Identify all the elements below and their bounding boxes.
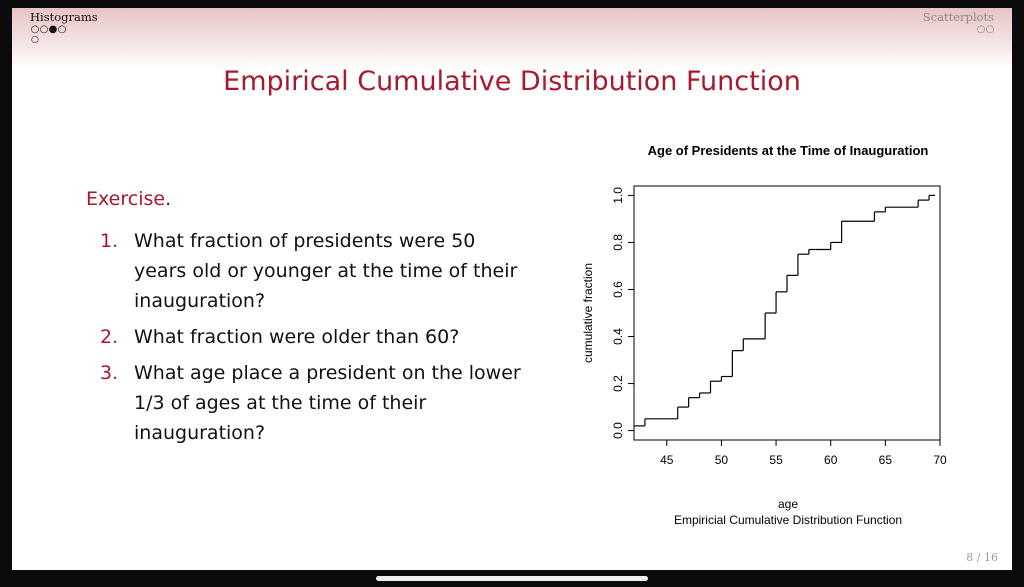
x-axis-label: age (778, 497, 798, 511)
x-axis: 45 50 55 60 65 70 (660, 440, 947, 467)
nav-section-label: Scatterplots (922, 10, 994, 24)
slide: Histograms ○○●○ ○ Scatterplots ○○ Empiri… (12, 8, 1012, 570)
nav-dot[interactable]: ○ (985, 24, 995, 35)
exercise-item-number: 1. (100, 230, 119, 252)
exercise-item-text: What fraction of presidents were 50 year… (134, 230, 518, 312)
nav-dot[interactable]: ○ (976, 24, 986, 35)
y-tick-label: 0.2 (611, 375, 625, 392)
exercise-item-number: 2. (100, 326, 119, 348)
nav-section-scatterplots[interactable]: Scatterplots ○○ (922, 10, 995, 36)
exercise-item-text: What fraction were older than 60? (134, 326, 460, 348)
y-tick-label: 0.0 (611, 422, 625, 439)
ecdf-chart: Age of Presidents at the Time of Inaugur… (560, 138, 1000, 528)
x-tick-label: 45 (660, 453, 674, 467)
y-tick-label: 1.0 (611, 187, 625, 204)
x-tick-label: 65 (879, 453, 893, 467)
exercise-item: 2. What fraction were older than 60? (100, 322, 530, 352)
slide-header: Histograms ○○●○ ○ Scatterplots ○○ (12, 8, 1012, 70)
x-tick-label: 70 (933, 453, 947, 467)
ecdf-chart-svg: Age of Presidents at the Time of Inaugur… (581, 143, 947, 527)
nav-subsection-dot[interactable]: ○ (31, 35, 39, 45)
chart-title: Age of Presidents at the Time of Inaugur… (648, 143, 929, 158)
nav-progress-dots[interactable]: ○○●○ (30, 24, 98, 36)
exercise-heading: Exercise. (86, 188, 172, 210)
y-tick-label: 0.4 (611, 328, 625, 345)
chart-subtitle: Empiricial Cumulative Distribution Funct… (674, 513, 902, 527)
home-indicator-bar[interactable] (376, 576, 648, 581)
y-axis: 0.0 0.2 0.4 0.6 0.8 1.0 (611, 187, 634, 439)
nav-progress-dots[interactable]: ○○ (923, 24, 995, 36)
exercise-item: 3. What age place a president on the lowe… (100, 358, 530, 448)
exercise-list: 1. What fraction of presidents were 50 ye… (100, 226, 530, 454)
x-tick-label: 55 (769, 453, 783, 467)
y-tick-label: 0.8 (611, 234, 625, 251)
nav-dot[interactable]: ○ (30, 24, 40, 35)
y-tick-label: 0.6 (611, 281, 625, 298)
nav-section-histograms[interactable]: Histograms ○○●○ ○ (30, 10, 98, 45)
nav-dot[interactable]: ○ (57, 24, 67, 35)
page-number: 8 / 16 (966, 551, 998, 564)
nav-section-label: Histograms (30, 10, 98, 24)
y-axis-label: cumulative fraction (581, 263, 595, 363)
exercise-item-number: 3. (100, 362, 119, 384)
x-tick-label: 60 (824, 453, 838, 467)
ecdf-series (634, 194, 936, 427)
exercise-item-text: What age place a president on the lower … (134, 362, 521, 444)
nav-dot[interactable]: ○ (39, 24, 49, 35)
x-tick-label: 50 (715, 453, 729, 467)
exercise-item: 1. What fraction of presidents were 50 ye… (100, 226, 530, 316)
nav-dot-current[interactable]: ● (48, 24, 58, 35)
exercise-heading-text: Exercise (86, 188, 166, 210)
plot-frame (633, 185, 941, 441)
slide-title: Empirical Cumulative Distribution Functi… (223, 66, 801, 97)
